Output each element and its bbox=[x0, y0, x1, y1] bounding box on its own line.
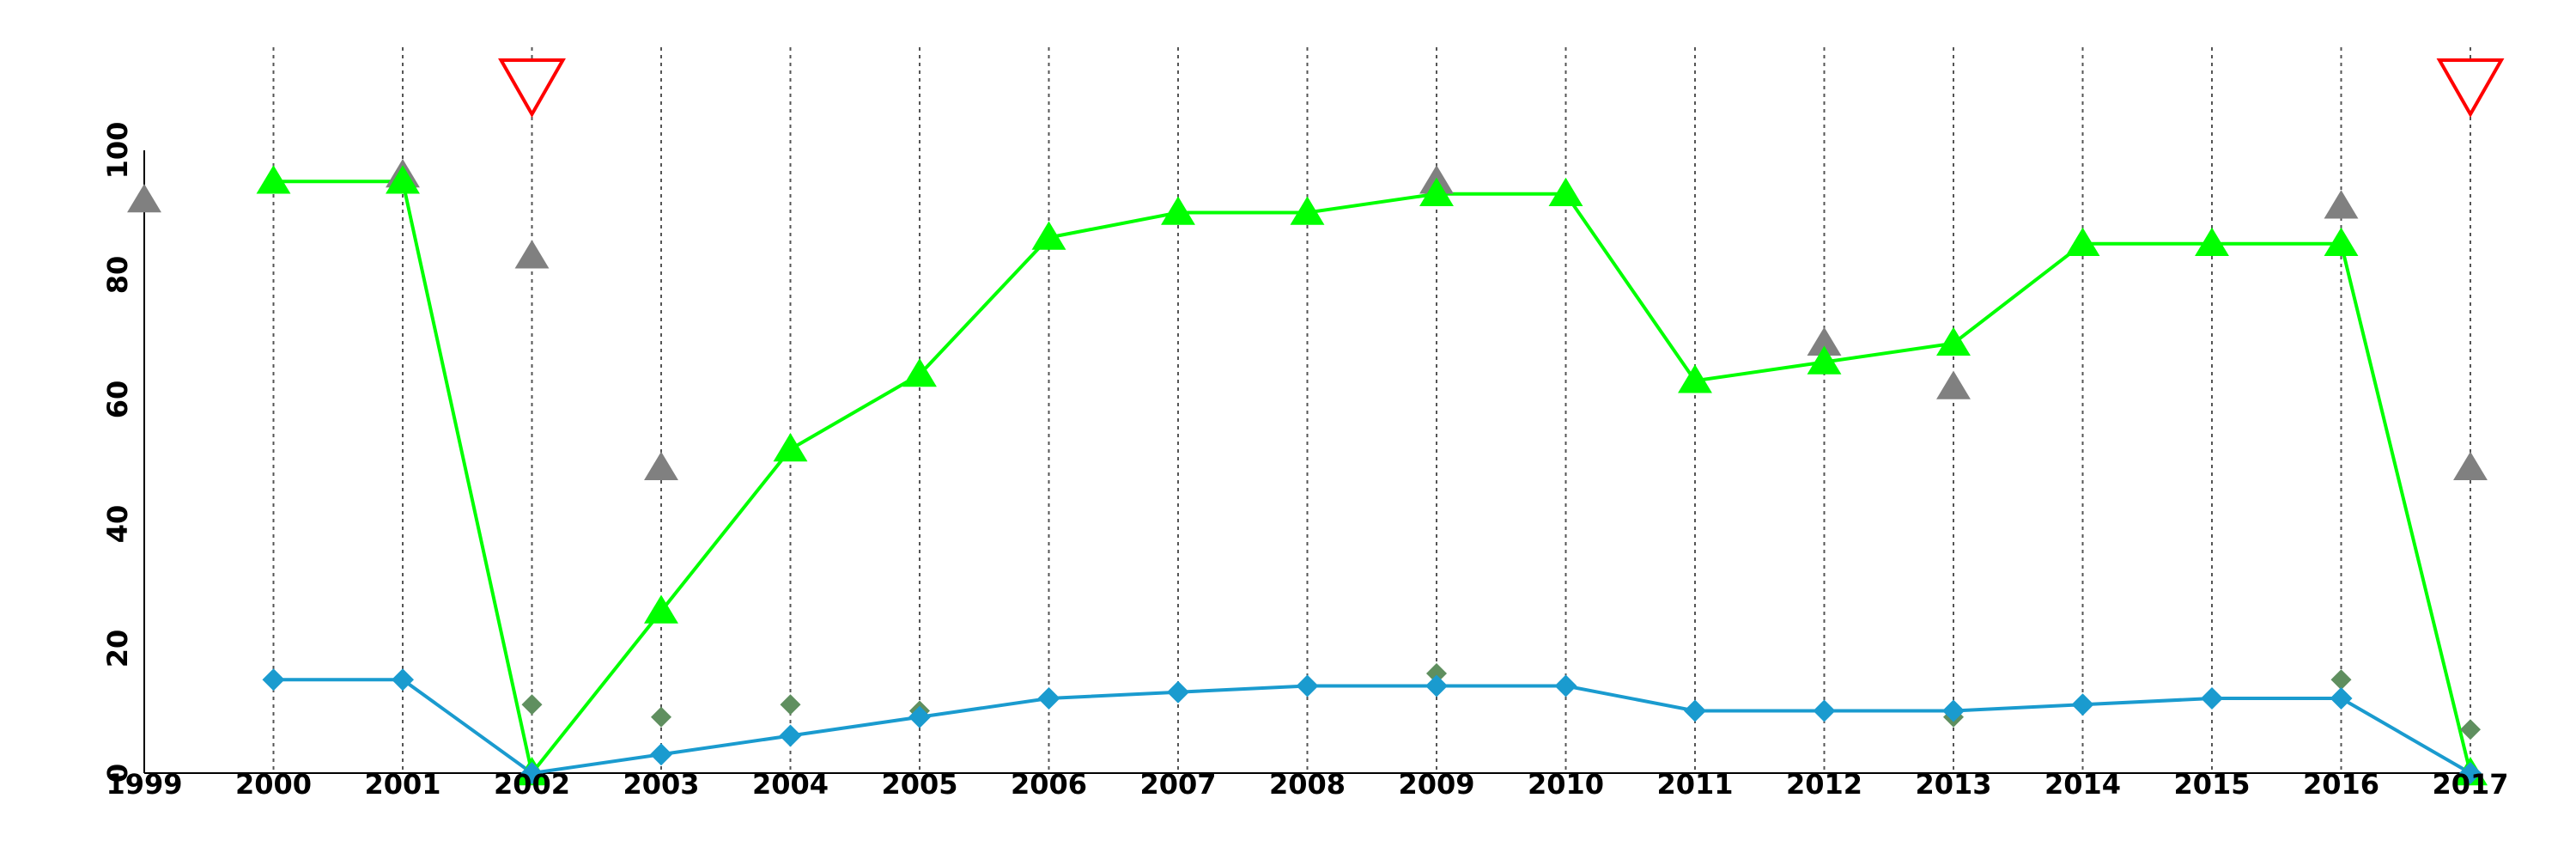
gray-triangles-point-2016 bbox=[2324, 190, 2359, 219]
blue-line-point-2014 bbox=[2071, 693, 2094, 716]
x-tick-label-2000: 2000 bbox=[235, 768, 312, 801]
gray-triangles-point-2013 bbox=[1936, 370, 1971, 399]
x-tick-label-2012: 2012 bbox=[1786, 768, 1862, 801]
gray-triangles-point-2003 bbox=[644, 451, 678, 480]
olive-diamonds-point-2003 bbox=[651, 706, 671, 728]
green-line-point-2001 bbox=[386, 165, 420, 194]
x-tick-label-2015: 2015 bbox=[2173, 768, 2250, 801]
flag-markers bbox=[498, 58, 2505, 119]
blue-line-point-2007 bbox=[1167, 680, 1189, 704]
green-line-point-2012 bbox=[1807, 345, 1842, 375]
olive-diamonds-point-2004 bbox=[780, 694, 801, 716]
green-line-point-2009 bbox=[1419, 177, 1454, 206]
y-tick-labels: 0 20 40 60 80 100 bbox=[101, 122, 134, 783]
blue-line-point-2009 bbox=[1425, 674, 1448, 698]
series-lines bbox=[273, 180, 2472, 777]
series-markers bbox=[127, 159, 2488, 786]
y-tick-label-20: 20 bbox=[101, 630, 134, 668]
green-line-point-2016 bbox=[2324, 227, 2359, 256]
blue-line-point-2015 bbox=[2201, 687, 2223, 710]
flag-marker-2017 bbox=[2436, 58, 2505, 119]
blue-line-point-2000 bbox=[262, 668, 285, 691]
x-tick-label-2008: 2008 bbox=[1269, 768, 1346, 801]
y-tick-label-60: 60 bbox=[101, 381, 134, 419]
x-tick-label-2016: 2016 bbox=[2303, 768, 2379, 801]
gray-triangles-point-2017 bbox=[2453, 451, 2488, 480]
x-tick-label-2014: 2014 bbox=[2044, 768, 2121, 801]
blue-line-point-2010 bbox=[1554, 674, 1577, 698]
x-tick-label-2009: 2009 bbox=[1398, 768, 1474, 801]
y-tick-label-100: 100 bbox=[101, 122, 134, 180]
x-tick-label-2013: 2013 bbox=[1915, 768, 1991, 801]
blue-line-point-2017 bbox=[2459, 762, 2482, 784]
green-line-point-2013 bbox=[1936, 326, 1971, 356]
blue-line-point-2013 bbox=[1942, 699, 1965, 722]
x-tick-label-2010: 2010 bbox=[1528, 768, 1604, 801]
green-line-point-2008 bbox=[1290, 196, 1325, 225]
blue-line-point-2006 bbox=[1037, 687, 1060, 710]
green-line-point-2011 bbox=[1678, 364, 1712, 393]
blue-line-point-2004 bbox=[779, 724, 802, 747]
blue-line-point-2005 bbox=[908, 705, 931, 728]
green-line-point-2006 bbox=[1031, 221, 1066, 250]
x-tick-label-2002: 2002 bbox=[494, 768, 570, 801]
blue-line-path bbox=[273, 678, 2472, 776]
blue-line-point-2016 bbox=[2330, 687, 2353, 710]
y-tick-label-80: 80 bbox=[101, 256, 134, 295]
blue-line-point-2001 bbox=[392, 668, 414, 691]
blue-line-point-2012 bbox=[1813, 699, 1836, 722]
gray-triangles-point-1999 bbox=[127, 184, 161, 213]
x-tick-label-2006: 2006 bbox=[1011, 768, 1087, 801]
green-line-point-2014 bbox=[2065, 227, 2100, 256]
green-line-point-2000 bbox=[256, 165, 291, 194]
gray-triangles-point-2002 bbox=[514, 240, 550, 269]
y-tick-label-40: 40 bbox=[101, 505, 134, 544]
olive-diamonds-point-2009 bbox=[1426, 663, 1447, 684]
x-tick-label-2017: 2017 bbox=[2432, 768, 2508, 801]
x-tick-label-2004: 2004 bbox=[752, 768, 829, 801]
x-tick-label-2001: 2001 bbox=[364, 768, 440, 801]
green-line-point-2003 bbox=[644, 594, 678, 624]
green-line-path bbox=[273, 180, 2472, 777]
green-line-point-2010 bbox=[1548, 177, 1583, 206]
blue-line-point-2003 bbox=[650, 743, 672, 766]
olive-diamonds-point-2017 bbox=[2460, 719, 2481, 740]
x-tick-labels: 1999 2000 2001 2002 2003 2004 2005 2006 2007 2008… bbox=[106, 768, 2508, 801]
olive-diamonds-point-2016 bbox=[2330, 669, 2352, 691]
green-line-point-2004 bbox=[773, 433, 808, 462]
gray-triangles-point-2012 bbox=[1807, 326, 1842, 356]
year-gridlines bbox=[272, 47, 2471, 773]
blue-line-point-2002 bbox=[520, 762, 544, 784]
x-tick-label-2007: 2007 bbox=[1139, 768, 1216, 801]
blue-line-point-2008 bbox=[1296, 674, 1319, 698]
green-line-point-2015 bbox=[2195, 227, 2229, 256]
green-line-point-2005 bbox=[902, 358, 937, 387]
y-tick-label-0: 0 bbox=[101, 764, 134, 783]
x-tick-label-2005: 2005 bbox=[881, 768, 957, 801]
green-line-point-2007 bbox=[1161, 196, 1195, 225]
flag-marker-2002 bbox=[498, 58, 566, 119]
x-tick-label-2003: 2003 bbox=[623, 768, 699, 801]
blue-line-point-2011 bbox=[1684, 699, 1706, 722]
olive-diamonds-point-2002 bbox=[521, 694, 543, 716]
x-tick-label-1999: 1999 bbox=[106, 768, 182, 801]
x-tick-label-2011: 2011 bbox=[1656, 768, 1733, 801]
